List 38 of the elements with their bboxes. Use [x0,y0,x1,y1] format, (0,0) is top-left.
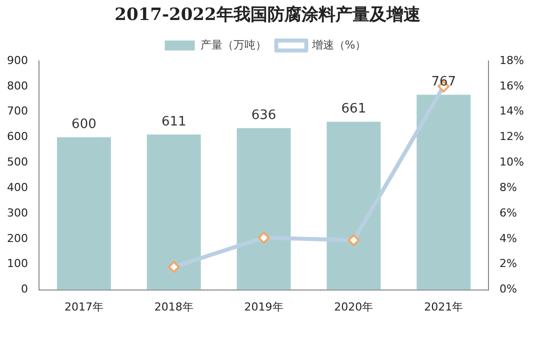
y-tick-label: 900 [6,54,28,67]
y-tick-label: 300 [6,206,28,220]
y2-tick-label: 2% [500,257,518,270]
y2-tick-label: 0% [500,282,518,296]
bar [146,134,201,290]
y-tick-label: 700 [6,104,28,118]
y2-tick-label: 10% [500,156,524,169]
x-tick-label: 2019年 [244,300,284,314]
data-label: 600 [72,117,96,132]
x-tick-label: 2020年 [334,300,374,314]
data-label: 611 [161,114,186,130]
bar [56,137,111,290]
x-tick-label: 2017年 [64,300,104,314]
y-tick-label: 800 [6,79,28,92]
y-tick-label: 0 [20,282,28,296]
bar [416,94,471,290]
y2-tick-label: 6% [500,206,518,220]
y2-tick-label: 4% [500,232,518,245]
y2-tick-label: 8% [500,180,518,194]
data-label: 636 [251,108,276,123]
data-label: 661 [341,102,366,117]
x-tick-label: 2018年 [154,300,194,314]
data-label: 767 [431,74,456,90]
bar [326,122,381,290]
y2-tick-label: 12% [500,130,524,144]
legend-label: 产量（万吨） [200,38,266,52]
y2-tick-label: 14% [500,104,524,118]
y2-tick-label: 18% [500,54,524,67]
chart-title: 2017-2022年我国防腐涂料产量及增速 [114,4,422,27]
y-tick-label: 200 [6,232,28,245]
y-tick-label: 100 [6,257,28,270]
y2-tick-label: 16% [500,79,524,92]
y-tick-label: 600 [6,130,28,144]
legend-label: 增速（%） [310,38,366,52]
y-tick-label: 500 [6,156,28,169]
y-tick-label: 400 [6,180,28,194]
x-tick-label: 2021年 [424,300,464,314]
bar [236,128,291,290]
